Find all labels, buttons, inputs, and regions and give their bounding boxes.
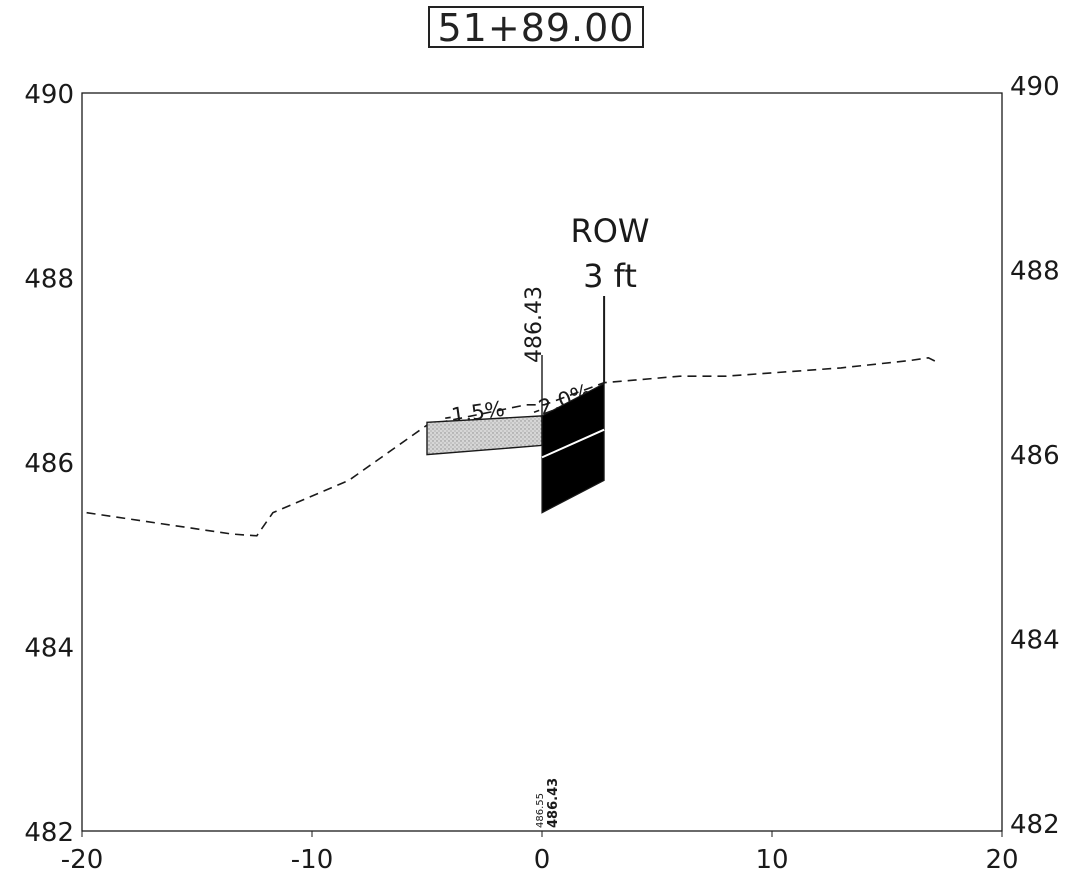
x-tick-label: 20 [985,845,1018,875]
x-tick-label: -20 [61,845,103,875]
y-tick-label-left: 490 [24,80,74,110]
existing-ground-line [86,356,938,537]
bottom-elevation-proposed: 486.43 [546,778,561,828]
curb-interior-line [541,428,605,459]
y-tick-label-right: 482 [1010,810,1060,840]
y-tick-label-right: 488 [1010,257,1060,287]
y-tick-label-right: 484 [1010,626,1060,656]
curb-section [541,382,605,514]
x-tick-label: -10 [291,845,333,875]
y-tick-label-left: 486 [24,449,74,479]
x-tick-label: 10 [755,845,788,875]
y-tick-label-left: 482 [24,818,74,848]
x-tick-label: 0 [534,845,551,875]
pavement-elevation-label: 486.43 [522,286,547,363]
row-label-line1: ROW [570,212,649,250]
bottom-elevation-existing: 486.55 [535,793,546,828]
y-tick-label-left: 484 [24,634,74,664]
y-tick-label-left: 488 [24,265,74,295]
y-tick-label-right: 486 [1010,441,1060,471]
station-label: 51+89.00 [428,6,644,48]
y-tick-label-right: 490 [1010,72,1060,102]
row-label-line2: 3 ft [583,257,637,295]
proposed-pavement [426,415,543,456]
